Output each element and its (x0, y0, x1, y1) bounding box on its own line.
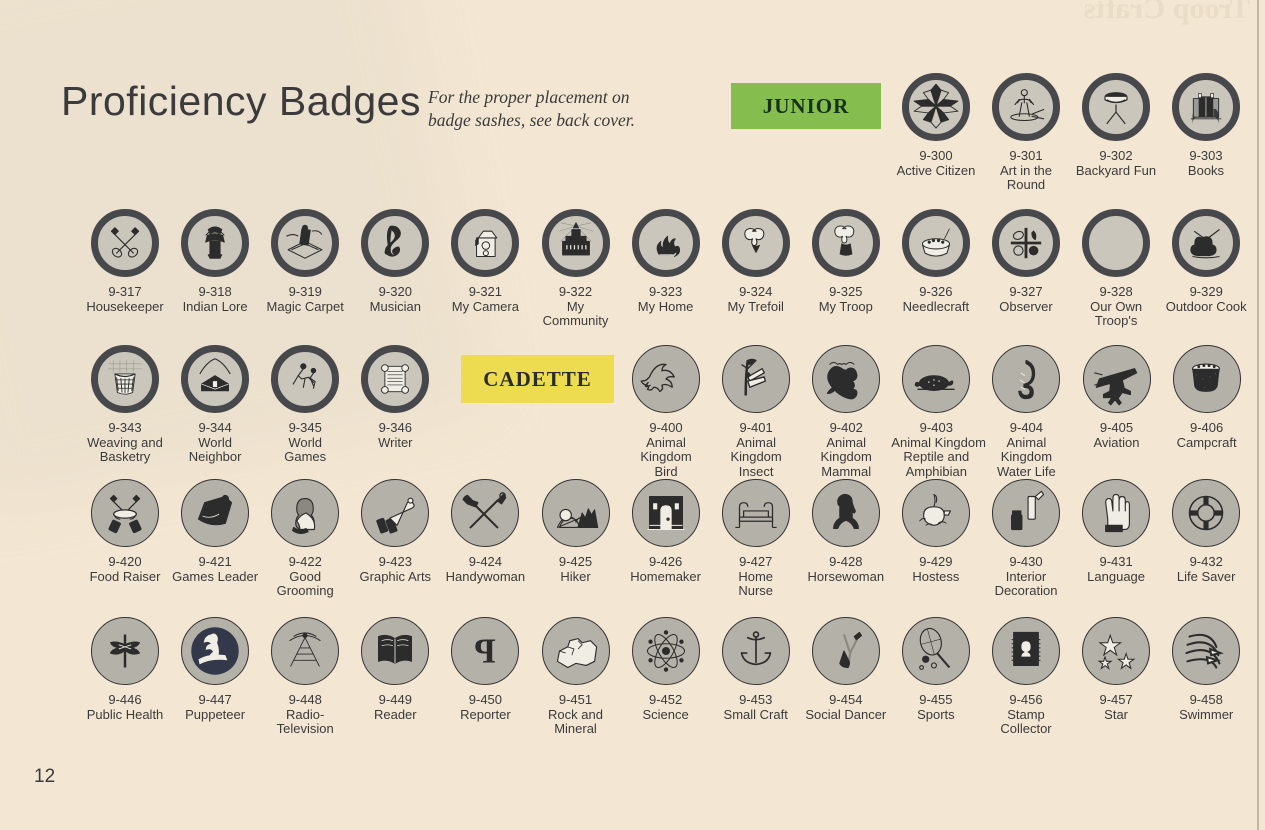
svg-text:P: P (475, 631, 496, 670)
